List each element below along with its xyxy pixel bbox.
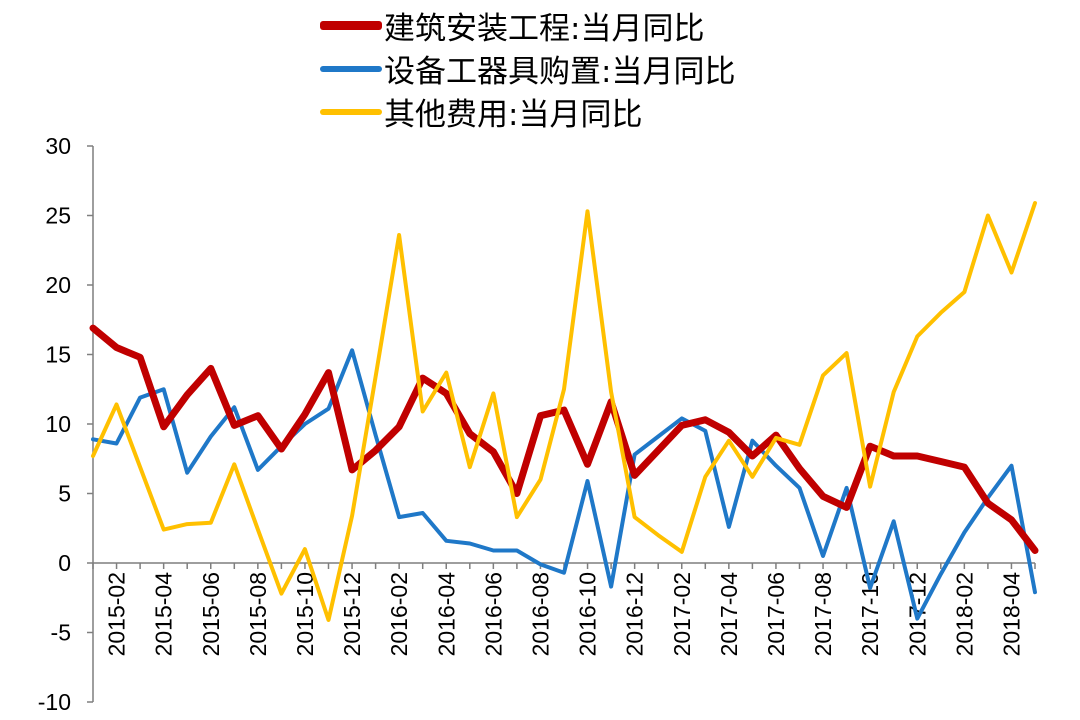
- x-tick-label: 2015-04: [151, 572, 177, 657]
- x-tick-label: 2015-08: [245, 572, 271, 656]
- x-tick-label: 2017-02: [669, 572, 695, 656]
- x-tick-label: 2015-02: [104, 572, 130, 656]
- x-tick-label: 2016-02: [386, 572, 412, 656]
- chart-legend: 建筑安装工程:当月同比 设备工器具购置:当月同比 其他费用:当月同比: [320, 4, 840, 133]
- x-tick-label: 2015-10: [292, 572, 318, 656]
- y-tick-label: 20: [45, 272, 71, 298]
- x-tick-label: 2017-08: [810, 572, 836, 656]
- y-tick-label: -5: [51, 620, 71, 646]
- x-tick-label: 2018-02: [951, 572, 977, 656]
- x-tick-label: 2017-06: [763, 572, 789, 656]
- series-line-3: [91, 201, 1037, 622]
- x-tick-label: 2016-10: [575, 572, 601, 656]
- legend-label-series-1: 建筑安装工程:当月同比: [384, 11, 705, 47]
- x-tick-label: 2016-08: [527, 572, 553, 656]
- y-tick-label: 10: [45, 411, 71, 437]
- series-line-1: [89, 324, 1039, 554]
- legend-item-series-3: 其他费用:当月同比: [320, 90, 840, 133]
- x-tick-label: 2016-04: [433, 572, 459, 657]
- legend-item-series-2: 设备工器具购置:当月同比: [320, 47, 840, 90]
- y-tick-label: 30: [45, 133, 71, 159]
- x-tick-label: 2015-12: [339, 572, 365, 656]
- legend-swatch-series-3: [320, 108, 382, 115]
- x-tick-label: 2018-04: [998, 572, 1024, 657]
- y-tick-label: 5: [58, 481, 71, 507]
- y-tick-label: 25: [45, 203, 71, 229]
- legend-swatch-series-2: [320, 65, 382, 72]
- legend-label-series-2: 设备工器具购置:当月同比: [384, 54, 736, 90]
- x-tick-label: 2016-12: [622, 572, 648, 656]
- y-tick-label: 15: [45, 342, 71, 368]
- legend-swatch-series-1: [320, 21, 382, 30]
- y-tick-label: 0: [58, 550, 71, 576]
- y-tick-label: -10: [38, 689, 71, 715]
- x-tick-label: 2017-04: [716, 572, 742, 657]
- series-layer: [89, 201, 1039, 622]
- legend-label-series-3: 其他费用:当月同比: [384, 97, 643, 133]
- x-tick-label: 2016-06: [480, 572, 506, 656]
- legend-item-series-1: 建筑安装工程:当月同比: [320, 4, 840, 47]
- y-axis: -10 -5 0 5 10 15 20 25 30: [38, 133, 94, 715]
- x-axis: 2015-02 2015-04 2015-06 2015-08 2015-10 2015-…: [92, 562, 1036, 657]
- x-tick-label: 2015-06: [198, 572, 224, 656]
- series-line-2: [91, 348, 1037, 621]
